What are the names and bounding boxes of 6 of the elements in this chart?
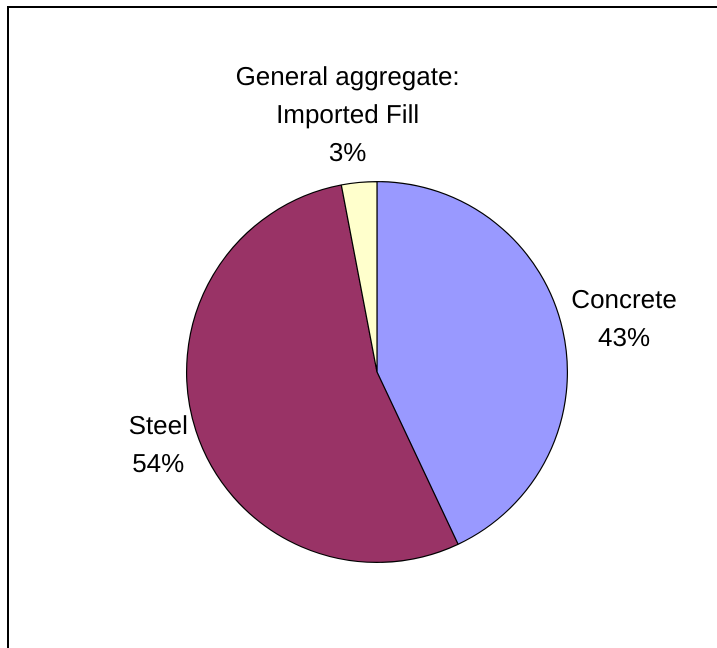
- slice-label: Concrete: [571, 284, 677, 314]
- data-label: 43%: [598, 322, 650, 352]
- slice-label: General aggregate: Imported Fill: [236, 60, 460, 129]
- data-label: 3%: [328, 136, 366, 167]
- data-label: 54%: [132, 448, 184, 478]
- slice-label: Steel: [128, 410, 188, 440]
